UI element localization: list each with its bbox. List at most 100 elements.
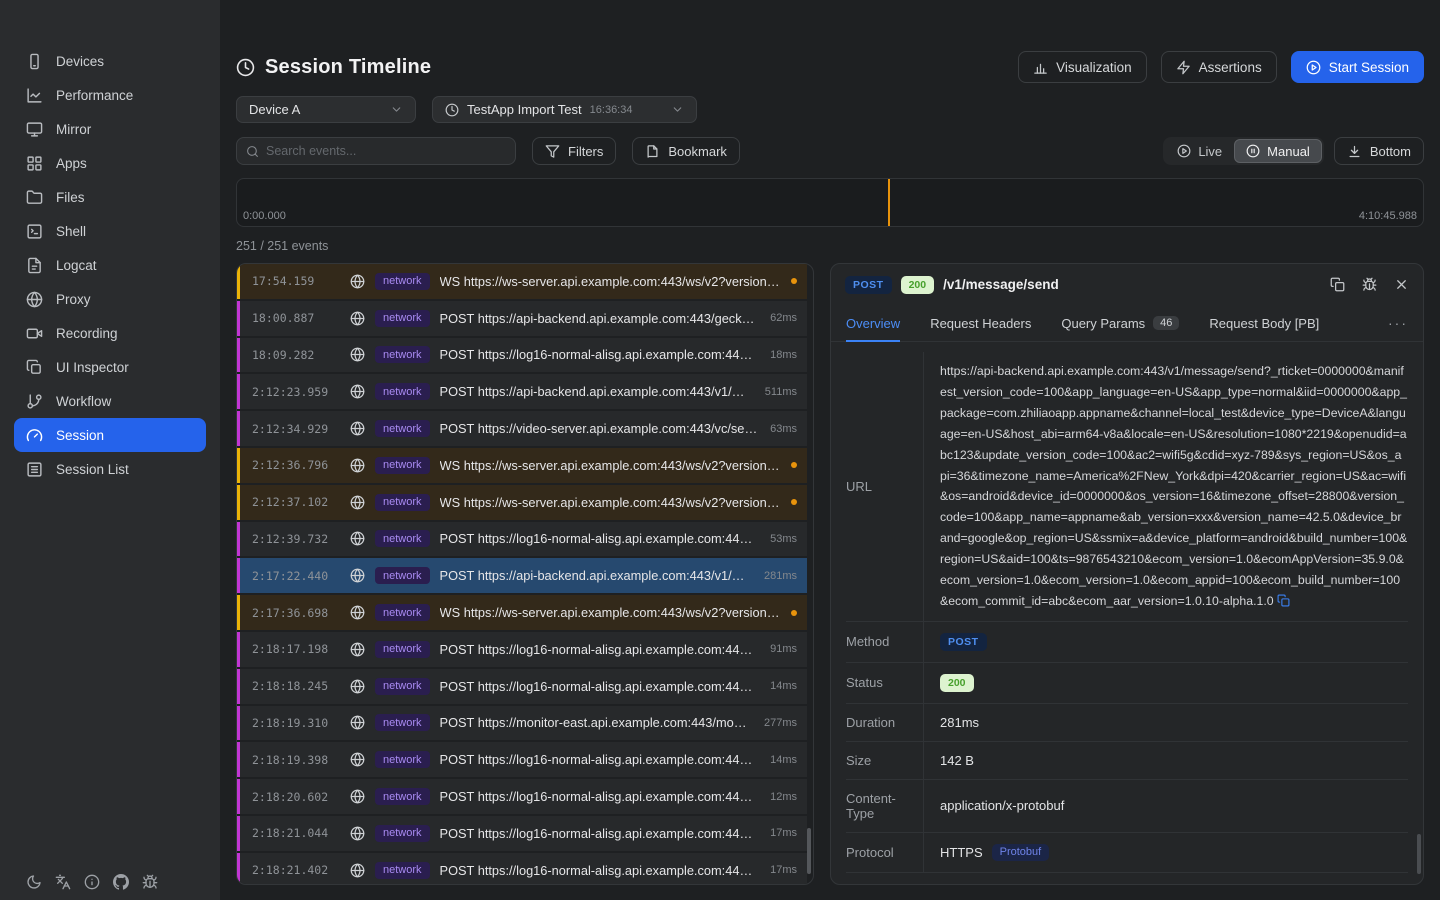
- event-duration: 277ms: [764, 717, 797, 729]
- event-row[interactable]: 18:09.282networkPOST https://log16-norma…: [237, 338, 807, 373]
- event-row[interactable]: 17:54.159networkWS https://ws-server.api…: [237, 264, 807, 299]
- tabs-overflow-button[interactable]: ···: [1388, 315, 1408, 331]
- globe-icon: [350, 752, 365, 767]
- start-session-button[interactable]: Start Session: [1291, 51, 1424, 83]
- sidebar-item-logcat[interactable]: Logcat: [14, 248, 206, 282]
- sidebar-item-recording[interactable]: Recording: [14, 316, 206, 350]
- copy-icon[interactable]: [1277, 594, 1290, 607]
- close-icon[interactable]: [1394, 277, 1409, 292]
- device-select[interactable]: Device A: [236, 96, 416, 123]
- line-chart-icon: [26, 87, 43, 104]
- sidebar-nav: Devices Performance MirrorAppsFiles Shell Lo…: [0, 44, 220, 486]
- sidebar-item-session[interactable]: Session: [14, 418, 206, 452]
- network-tag: network: [375, 346, 430, 363]
- sidebar-item-files[interactable]: Files: [14, 180, 206, 214]
- event-url: POST https://api-backend.api.example.com…: [440, 568, 752, 583]
- method-badge: POST: [940, 633, 987, 651]
- smartphone-icon: [26, 53, 43, 70]
- sidebar-item-workflow[interactable]: Workflow: [14, 384, 206, 418]
- network-tag: network: [375, 862, 430, 879]
- globe-icon: [350, 642, 365, 657]
- session-select[interactable]: TestApp Import Test 16:36:34: [432, 96, 697, 123]
- field-value-text: 281ms: [940, 715, 979, 730]
- sidebar-item-session-list[interactable]: Session List: [14, 452, 206, 486]
- globe-icon: [350, 384, 365, 399]
- visualization-button[interactable]: Visualization: [1018, 51, 1147, 83]
- event-timestamp: 17:54.159: [252, 274, 340, 288]
- sidebar-item-label: Performance: [56, 88, 133, 103]
- timeline-playhead[interactable]: [888, 179, 890, 226]
- pause-circle-icon: [1246, 144, 1260, 158]
- globe-icon: [350, 826, 365, 841]
- event-list-scrollbar[interactable]: [807, 828, 811, 874]
- detail-field-content-type: Content-Typeapplication/x-protobuf: [846, 780, 1408, 833]
- event-status-dot: [791, 278, 797, 284]
- globe-icon: [350, 568, 365, 583]
- list-box-icon: [26, 461, 43, 478]
- event-row[interactable]: 2:12:23.959networkPOST https://api-backe…: [237, 374, 807, 409]
- bottom-button[interactable]: Bottom: [1334, 137, 1424, 165]
- toolbar: Filters Bookmark Live Manual: [236, 137, 1424, 165]
- sidebar-item-apps[interactable]: Apps: [14, 146, 206, 180]
- event-row[interactable]: 2:17:36.698networkWS https://ws-server.a…: [237, 595, 807, 630]
- event-duration: 91ms: [770, 643, 797, 655]
- field-value-text: application/x-protobuf: [940, 798, 1064, 813]
- sidebar-item-ui-inspector[interactable]: UI Inspector: [14, 350, 206, 384]
- event-url: POST https://log16-normal-alisg.api.exam…: [440, 531, 759, 546]
- event-duration: 14ms: [770, 680, 797, 692]
- field-label: URL: [846, 352, 924, 621]
- filters-button[interactable]: Filters: [532, 137, 616, 165]
- live-toggle-button[interactable]: Live: [1165, 139, 1234, 163]
- sidebar-item-devices[interactable]: Devices: [14, 44, 206, 78]
- event-row[interactable]: 2:18:19.310networkPOST https://monitor-e…: [237, 706, 807, 741]
- tab-overview[interactable]: Overview: [846, 305, 900, 341]
- event-timestamp: 2:17:22.440: [252, 569, 340, 583]
- event-timestamp: 18:09.282: [252, 348, 340, 362]
- tab-request-body-pb[interactable]: Request Body [PB]: [1209, 305, 1319, 341]
- bug-icon[interactable]: [142, 874, 158, 890]
- event-row[interactable]: 2:12:34.929networkPOST https://video-ser…: [237, 411, 807, 446]
- event-row[interactable]: 18:00.887networkPOST https://api-backend…: [237, 301, 807, 336]
- bug-icon[interactable]: [1362, 277, 1377, 292]
- event-row[interactable]: 2:18:19.398networkPOST https://log16-nor…: [237, 742, 807, 777]
- event-timestamp: 2:18:19.398: [252, 753, 340, 767]
- timeline-minimap[interactable]: 0:00.000 4:10:45.988: [236, 178, 1424, 227]
- search-box[interactable]: [236, 137, 516, 165]
- sidebar-item-performance[interactable]: Performance: [14, 78, 206, 112]
- copy-icon[interactable]: [1330, 277, 1345, 292]
- search-input[interactable]: [266, 144, 506, 158]
- visualization-label: Visualization: [1056, 60, 1132, 75]
- manual-toggle-button[interactable]: Manual: [1234, 139, 1322, 163]
- detail-header-icons: [1330, 277, 1409, 292]
- github-icon[interactable]: [113, 874, 129, 890]
- sidebar-item-shell[interactable]: Shell: [14, 214, 206, 248]
- info-icon[interactable]: [84, 874, 100, 890]
- sidebar-item-label: Shell: [56, 224, 86, 239]
- event-row[interactable]: 2:17:22.440networkPOST https://api-backe…: [237, 558, 807, 593]
- detail-scrollbar[interactable]: [1417, 834, 1421, 874]
- sidebar-item-label: Session: [56, 428, 104, 443]
- event-duration: 17ms: [770, 864, 797, 876]
- event-row[interactable]: 2:18:21.044networkPOST https://log16-nor…: [237, 816, 807, 851]
- assertions-button[interactable]: Assertions: [1161, 51, 1277, 83]
- request-detail-panel: POST 200 /v1/message/send OverviewReques…: [830, 263, 1424, 885]
- moon-icon[interactable]: [26, 874, 42, 890]
- event-row[interactable]: 2:12:37.102networkWS https://ws-server.a…: [237, 485, 807, 520]
- field-label: Protocol: [846, 833, 924, 872]
- event-row[interactable]: 2:18:20.602networkPOST https://log16-nor…: [237, 779, 807, 814]
- tab-query-params[interactable]: Query Params46: [1061, 305, 1179, 341]
- tab-request-headers[interactable]: Request Headers: [930, 305, 1031, 341]
- grid-icon: [26, 155, 43, 172]
- event-row[interactable]: 2:12:36.796networkWS https://ws-server.a…: [237, 448, 807, 483]
- sidebar-item-proxy[interactable]: Proxy: [14, 282, 206, 316]
- globe-icon: [350, 863, 365, 878]
- event-row[interactable]: 2:18:21.402networkPOST https://log16-nor…: [237, 853, 807, 885]
- sidebar-item-mirror[interactable]: Mirror: [14, 112, 206, 146]
- bookmark-button[interactable]: Bookmark: [632, 137, 740, 165]
- event-row[interactable]: 2:12:39.732networkPOST https://log16-nor…: [237, 522, 807, 557]
- languages-icon[interactable]: [55, 874, 71, 890]
- event-row[interactable]: 2:18:17.198networkPOST https://log16-nor…: [237, 632, 807, 667]
- clock-icon: [445, 103, 459, 117]
- event-row[interactable]: 2:18:18.245networkPOST https://log16-nor…: [237, 669, 807, 704]
- globe-icon: [26, 291, 43, 308]
